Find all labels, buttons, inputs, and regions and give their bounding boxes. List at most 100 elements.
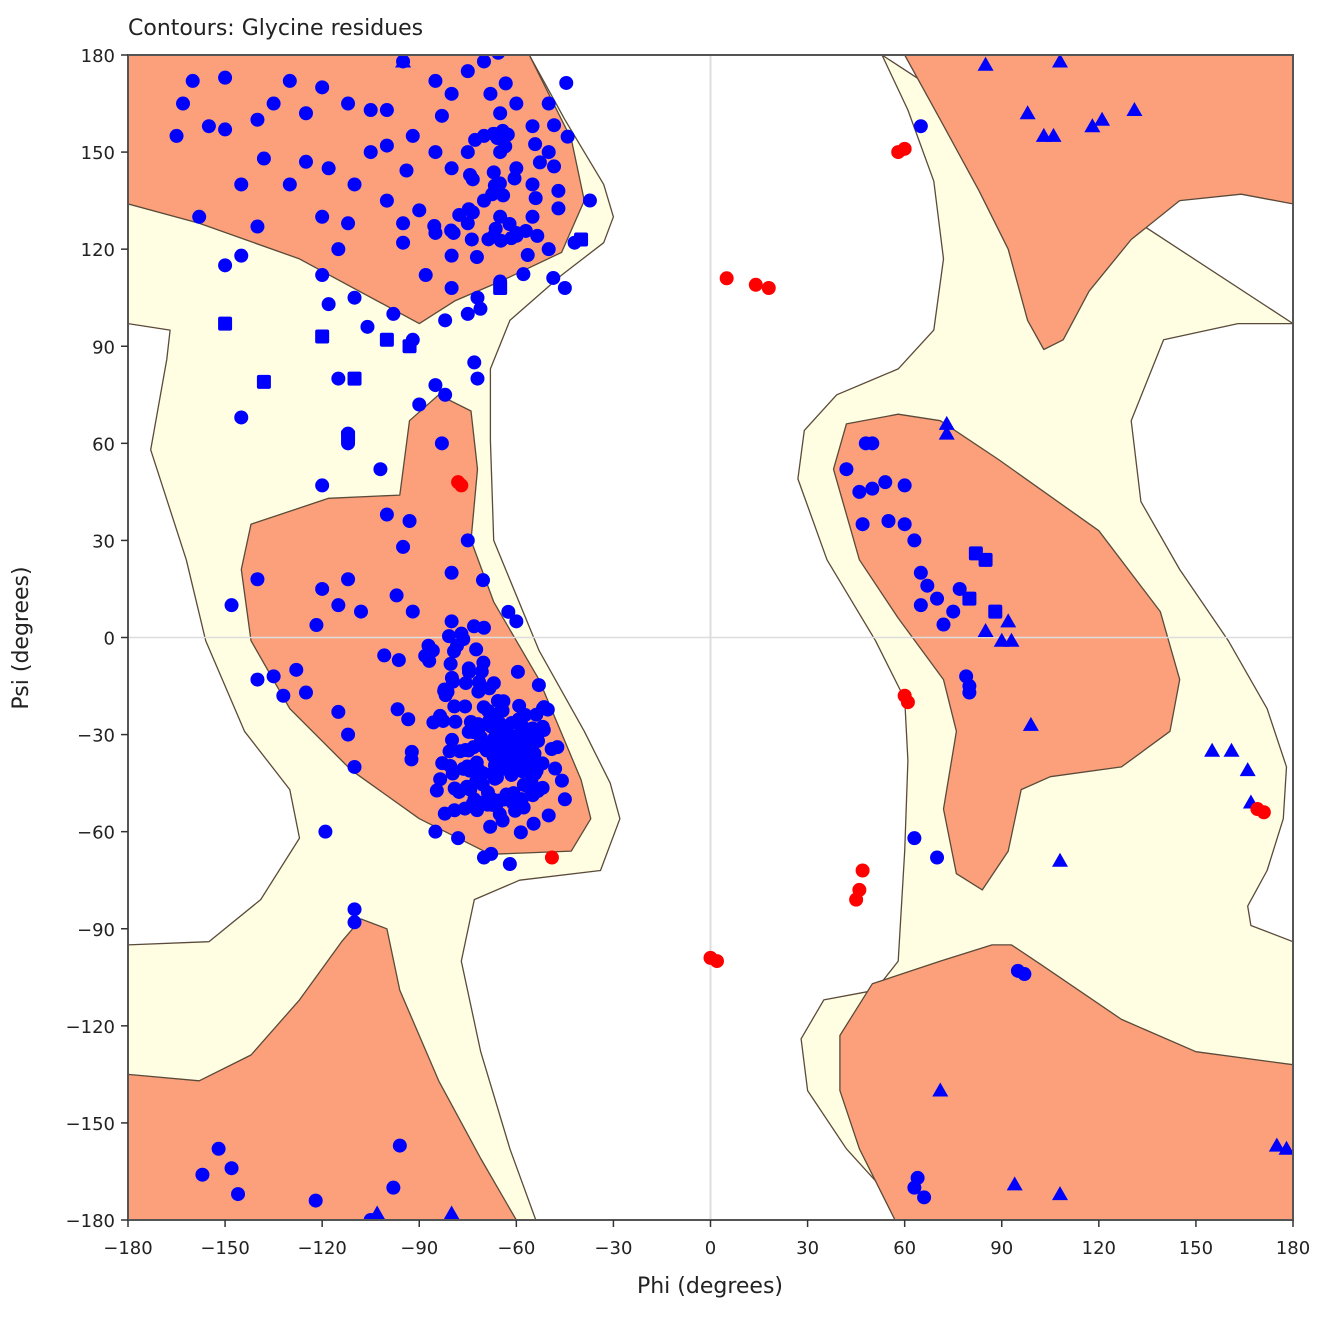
blue-circle-point: [185, 73, 200, 88]
blue-circle-point: [472, 675, 487, 690]
x-tick-label: −90: [400, 1238, 438, 1259]
blue-circle-point: [231, 1187, 246, 1202]
x-tick-label: 30: [796, 1238, 819, 1259]
blue-circle-point: [433, 772, 448, 787]
blue-circle-point: [404, 752, 419, 767]
blue-circle-point: [442, 744, 457, 759]
blue-circle-point: [493, 209, 508, 224]
blue-circle-point: [502, 857, 517, 872]
blue-circle-point: [509, 225, 524, 240]
blue-circle-point: [298, 154, 313, 169]
blue-circle-point: [460, 216, 475, 231]
blue-circle-point: [444, 281, 459, 295]
blue-circle-point: [442, 629, 457, 644]
axes: −180 −150 −120 −90 −60 −30 0 30 60 90 120 150 180 −18…: [66, 46, 1311, 1259]
y-tick-label: 180: [81, 46, 115, 67]
blue-circle-point: [476, 620, 491, 635]
y-tick-label: 30: [92, 531, 115, 552]
blue-circle-point: [379, 507, 394, 522]
blue-triangle-point: [1278, 1140, 1293, 1155]
blue-circle-point: [528, 191, 543, 206]
blue-circle-point: [234, 410, 249, 425]
blue-circle-point: [298, 685, 313, 700]
blue-circle-point: [386, 1180, 401, 1195]
blue-circle-point: [379, 138, 394, 153]
y-axis-label: Psi (degrees): [9, 566, 34, 709]
blue-circle-point: [498, 76, 513, 91]
blue-circle-point: [321, 161, 336, 176]
blue-circle-point: [907, 1180, 922, 1195]
blue-circle-point: [529, 763, 544, 778]
blue-circle-point: [347, 290, 362, 305]
blue-circle-point: [256, 151, 271, 166]
blue-triangle-point: [1052, 852, 1068, 867]
x-tick-label: −30: [594, 1238, 632, 1259]
blue-circle-point: [443, 656, 458, 671]
blue-circle-point: [444, 248, 459, 263]
blue-circle-point: [493, 233, 508, 248]
x-tick-label: −150: [200, 1238, 249, 1259]
x-tick-label: 90: [990, 1238, 1013, 1259]
blue-circle-point: [308, 1193, 323, 1208]
blue-circle-point: [451, 831, 466, 846]
blue-circle-point: [513, 825, 528, 840]
blue-circle-point: [396, 216, 411, 231]
blue-circle-point: [452, 784, 467, 799]
blue-circle-point: [582, 193, 597, 208]
blue-circle-point: [445, 732, 460, 747]
blue-square-point: [256, 374, 271, 389]
blue-circle-point: [509, 614, 524, 629]
blue-circle-point: [440, 684, 455, 699]
blue-circle-point: [444, 565, 459, 580]
blue-circle-point: [907, 533, 922, 548]
chart-title: Contours: Glycine residues: [128, 16, 423, 41]
blue-circle-point: [920, 578, 935, 593]
blue-circle-point: [250, 572, 265, 587]
blue-triangle-point: [1094, 111, 1111, 126]
blue-circle-point: [341, 727, 356, 742]
blue-circle-point: [462, 763, 477, 778]
blue-circle-point: [282, 177, 297, 192]
blue-circle-point: [176, 96, 191, 111]
blue-circle-point: [379, 193, 394, 208]
contour-favoured: [128, 918, 517, 1220]
blue-circle-point: [379, 103, 394, 118]
y-tick-label: −60: [77, 823, 115, 844]
blue-circle-point: [557, 281, 572, 295]
blue-circle-point: [479, 743, 494, 758]
blue-circle-point: [473, 301, 488, 316]
blue-circle-point: [201, 119, 216, 134]
blue-circle-point: [550, 740, 565, 755]
blue-circle-point: [897, 478, 912, 493]
blue-circle-point: [907, 831, 922, 846]
blue-circle-point: [438, 313, 453, 328]
blue-circle-point: [347, 759, 362, 774]
blue-circle-point: [560, 129, 575, 144]
blue-circle-point: [331, 704, 346, 719]
blue-circle-point: [218, 70, 233, 85]
blue-circle-point: [460, 145, 475, 160]
blue-circle-point: [557, 792, 572, 807]
red-circle-point: [1256, 805, 1271, 820]
red-circle-point: [709, 954, 724, 969]
blue-circle-point: [930, 850, 945, 865]
blue-circle-point: [428, 378, 443, 393]
blue-circle-point: [946, 604, 961, 619]
blue-circle-point: [541, 242, 556, 257]
blue-circle-point: [469, 642, 484, 657]
blue-circle-point: [458, 699, 473, 714]
blue-circle-point: [959, 669, 974, 684]
blue-triangle-point: [1003, 632, 1020, 647]
blue-square-point: [988, 604, 1003, 619]
blue-square-point: [347, 371, 362, 386]
blue-circle-point: [936, 617, 951, 632]
blue-circle-point: [224, 1161, 239, 1176]
blue-triangle-point: [932, 1082, 949, 1097]
blue-circle-point: [341, 96, 356, 111]
blue-circle-point: [390, 702, 405, 717]
blue-circle-point: [452, 744, 467, 759]
blue-circle-point: [535, 719, 550, 734]
blue-circle-point: [509, 96, 524, 111]
blue-circle-point: [250, 219, 265, 234]
